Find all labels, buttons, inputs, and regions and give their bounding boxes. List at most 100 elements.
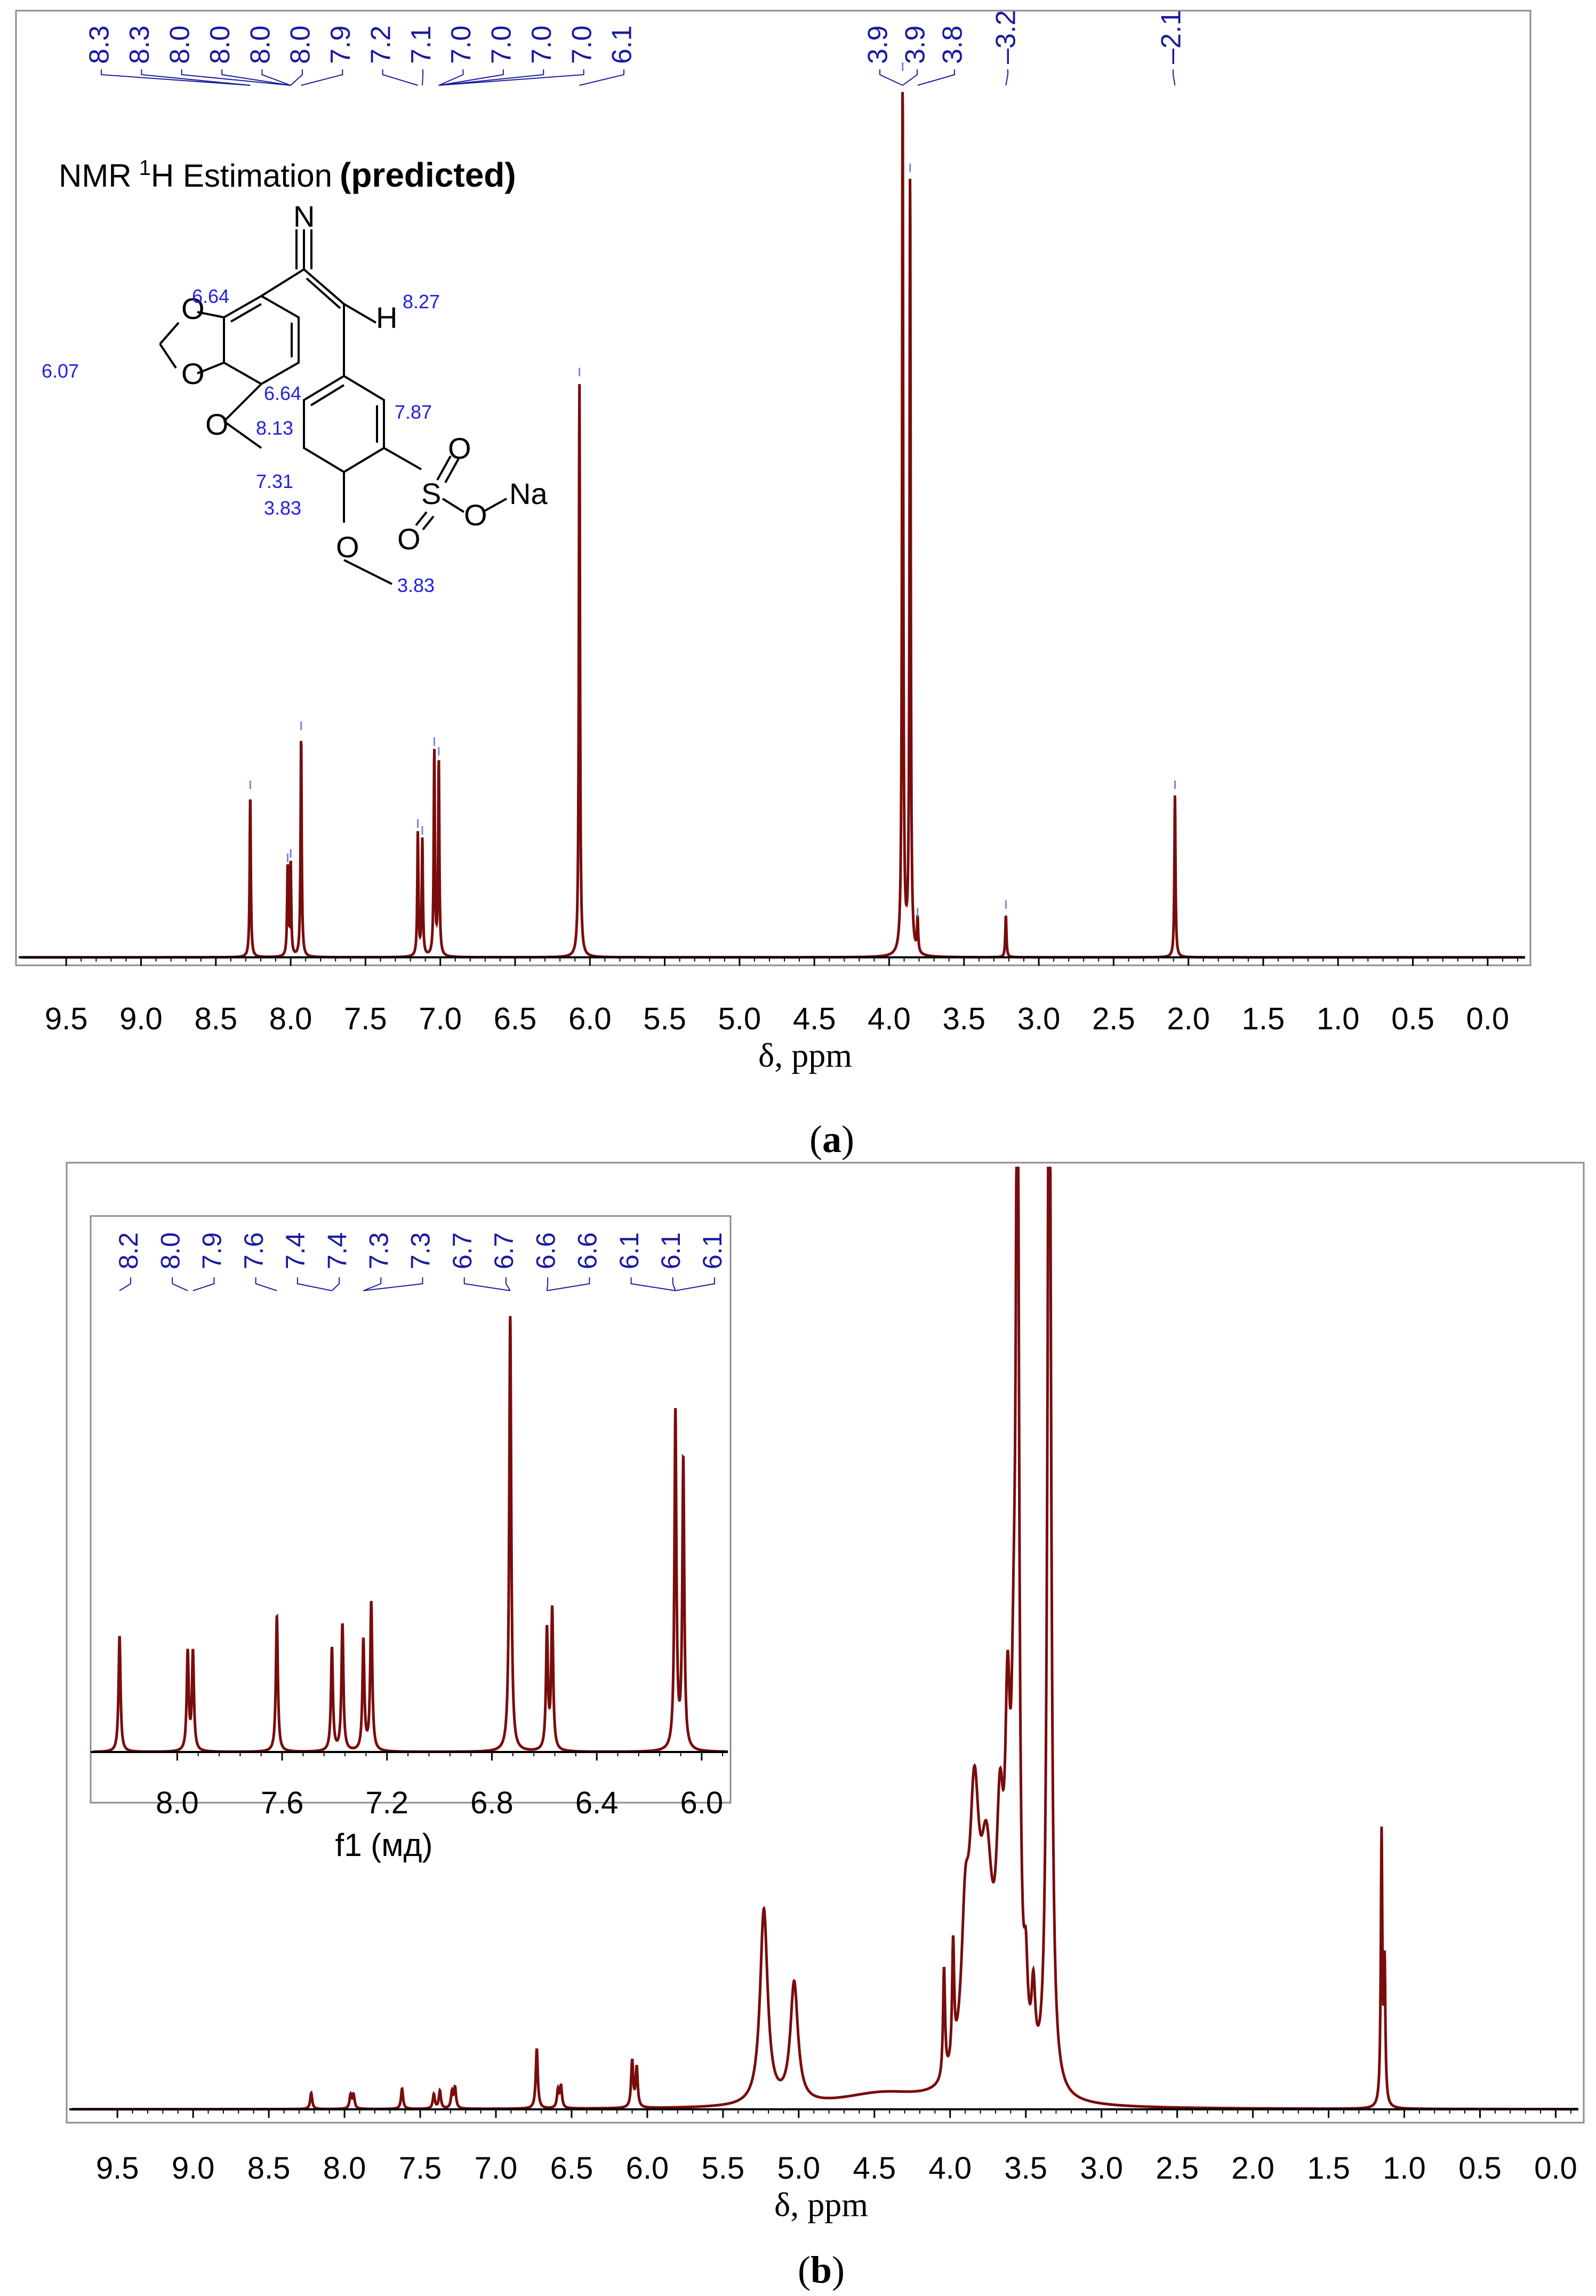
x-tick-label: 7.6 (261, 1786, 304, 1820)
peak-label: 7.0 (486, 26, 517, 64)
peak-label: 7.9 (325, 26, 356, 64)
peak-label-connector (879, 69, 903, 86)
svg-text:8.27: 8.27 (403, 291, 440, 313)
peak-label-connector (438, 69, 464, 86)
peak-label-connector (547, 1277, 590, 1291)
structure-title: NMR 1H Estimation (predicted) (59, 156, 516, 194)
x-tick-label: 2.0 (1167, 1002, 1210, 1036)
peak-label-connector (675, 1277, 715, 1291)
svg-text:O: O (181, 357, 205, 390)
peak-label: –3.2 (991, 10, 1022, 64)
x-tick-label: 9.5 (45, 1002, 88, 1036)
peak-label: 7.0 (566, 26, 597, 64)
peak-label-connector (331, 1277, 340, 1291)
svg-text:7.87: 7.87 (395, 401, 432, 423)
x-tick-label: 2.0 (1231, 2151, 1274, 2186)
peak-label-connector (181, 69, 291, 86)
peak-label-connector (119, 1277, 131, 1291)
structure-atoms: N H O O O O S O O O Na (181, 199, 548, 564)
x-tick-label: 3.0 (1017, 1002, 1061, 1036)
panel-b-frame (66, 1162, 1585, 2124)
x-tick-label: 6.4 (575, 1786, 619, 1820)
panel-b: 9.5 9.0 8.5 8.0 7.5 7.0 6.5 6.0 5.5 5.0 4.5 4.0 3.5 3… (66, 1162, 1585, 2291)
peak-label-connector (463, 1277, 511, 1291)
panel-a: 8.3 8.3 8.0 8.0 8.0 8.0 7.9 7.2 7.1 7.0 7.0 7.0 7.0 6… (15, 10, 1531, 1161)
x-tick-label: 7.5 (399, 2151, 442, 2186)
peak-label-connector (172, 1277, 188, 1291)
x-tick-label: 4.0 (928, 2151, 972, 2186)
x-tick-label: 9.0 (119, 1002, 163, 1036)
peak-label-connector (902, 69, 918, 86)
panel-a-frame (15, 10, 1531, 966)
x-tick-label: 8.5 (194, 1002, 237, 1036)
peak-label: 6.1 (607, 26, 638, 64)
peak-label-connector (141, 69, 251, 86)
x-tick-label: 6.0 (626, 2151, 669, 2186)
x-tick-label: 8.0 (156, 1786, 199, 1820)
x-tick-label: 4.5 (853, 2151, 896, 2186)
x-tick-label: 2.5 (1156, 2151, 1199, 2186)
spectrum-a (21, 92, 1525, 959)
x-tick-label: 4.5 (793, 1002, 836, 1036)
x-tick-label: 7.2 (365, 1786, 408, 1820)
peak-label: 6.7 (489, 1232, 519, 1269)
peak-label-connector (296, 1277, 332, 1291)
chemical-structure: NMR 1H Estimation (predicted) (42, 156, 548, 596)
svg-text:O: O (181, 292, 205, 325)
peak-label: 8.0 (245, 26, 276, 64)
inset-x-axis: 8.0 7.6 7.2 6.8 6.4 6.0 (91, 1751, 728, 1820)
svg-text:3.83: 3.83 (397, 574, 435, 596)
x-tick-label: 6.8 (470, 1786, 514, 1820)
x-tick-label: 5.0 (777, 2151, 820, 2186)
peak-label-connector (579, 69, 624, 86)
x-tick-label: 6.5 (494, 1002, 537, 1036)
peak-label: 7.3 (406, 1232, 436, 1269)
peak-label-connector (438, 69, 504, 86)
svg-text:Na: Na (509, 477, 548, 510)
x-tick-label: 6.5 (550, 2151, 594, 2186)
x-tick-label: 0.5 (1458, 2151, 1502, 2186)
x-tick-label: 7.5 (344, 1002, 387, 1036)
peak-label: 8.0 (205, 26, 236, 64)
panel-a-x-axis: 9.5 9.0 8.5 8.0 7.5 7.0 6.5 6.0 5.5 5.0 4.5 4.0 3.5 3… (19, 956, 1525, 1036)
svg-text:S: S (421, 477, 441, 510)
panel-b-x-axis: 9.5 9.0 8.5 8.0 7.5 7.0 6.5 6.0 5.5 5.0 4.5 4.0 3.5 3… (69, 2108, 1578, 2186)
svg-text:3.83: 3.83 (264, 497, 301, 519)
x-tick-label: 0.5 (1391, 1002, 1434, 1036)
peak-label-connector (101, 69, 251, 86)
svg-text:O: O (464, 498, 487, 532)
x-tick-label: 6.0 (568, 1002, 612, 1036)
panel-a-xlabel: δ, ppm (758, 1036, 852, 1074)
svg-text:6.64: 6.64 (264, 382, 301, 404)
peak-label: 7.6 (239, 1232, 269, 1269)
svg-text:6.07: 6.07 (42, 360, 79, 382)
peak-label-connector (301, 69, 343, 86)
peak-label-connector (363, 1277, 423, 1291)
peak-label: 6.1 (656, 1232, 686, 1269)
peak-label-connector (255, 1277, 277, 1291)
peak-label: 8.2 (114, 1232, 143, 1269)
x-tick-label: 1.0 (1317, 1002, 1360, 1036)
svg-text:H: H (376, 301, 397, 334)
peak-label-connector (382, 69, 418, 86)
peak-label-connector (221, 69, 291, 86)
peak-label: 8.0 (165, 26, 196, 64)
structure-bonds (159, 229, 507, 585)
peak-label: 3.8 (937, 26, 968, 64)
peak-label: 6.6 (573, 1232, 603, 1269)
x-tick-label: 0.0 (1466, 1002, 1510, 1036)
structure-shift-labels: 6.64 8.27 6.07 6.64 8.13 7.87 7.31 3.83 … (42, 285, 440, 596)
x-tick-label: 8.0 (269, 1002, 312, 1036)
peak-label: 7.0 (446, 26, 477, 64)
x-tick-label: 5.5 (702, 2151, 745, 2186)
x-tick-label: 9.5 (96, 2151, 139, 2186)
peak-label-connector (630, 1277, 676, 1291)
peak-label-connector (290, 69, 303, 86)
peak-label-connector (261, 69, 291, 86)
x-tick-label: 3.0 (1080, 2151, 1123, 2186)
x-tick-label: 8.0 (323, 2151, 366, 2186)
peak-label-connector (193, 1277, 215, 1291)
svg-text:8.13: 8.13 (256, 417, 293, 439)
x-tick-label: 2.5 (1092, 1002, 1135, 1036)
x-tick-label: 4.0 (868, 1002, 911, 1036)
